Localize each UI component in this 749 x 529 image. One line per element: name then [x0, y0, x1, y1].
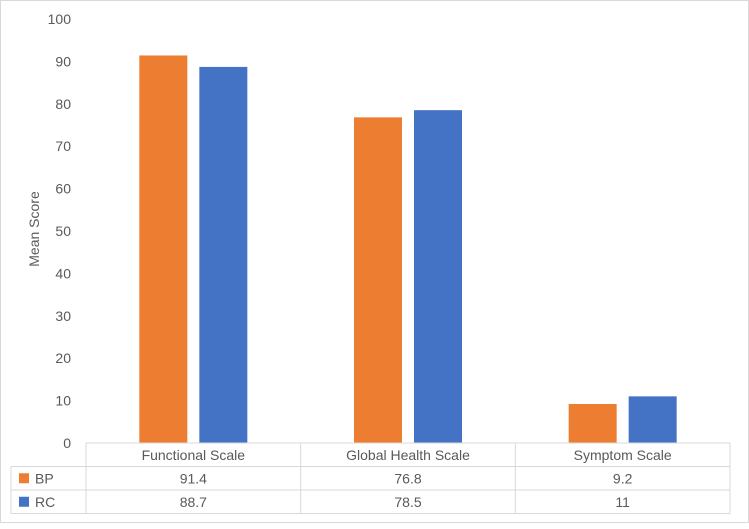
data-label: 9.2: [613, 470, 633, 486]
y-axis-label: Mean Score: [26, 191, 42, 267]
data-table: Functional Scale Global Health Scale Sympt…: [10, 442, 731, 514]
y-tick-label: 40: [55, 265, 71, 281]
y-tick-label: 50: [55, 223, 71, 239]
data-label: 78.5: [394, 494, 421, 510]
bar-bp: [568, 403, 617, 443]
category-label: Global Health Scale: [346, 447, 470, 463]
bar-bp: [139, 55, 188, 444]
legend-key-rc: [19, 496, 29, 507]
category-label: Symptom Scale: [574, 447, 672, 463]
y-tick-label: 10: [55, 393, 71, 409]
bar-rc: [199, 66, 248, 444]
y-tick-label: 60: [55, 181, 71, 197]
y-tick-label: 80: [55, 96, 71, 112]
y-tick-label: 100: [48, 11, 72, 27]
y-tick-label: 20: [55, 350, 71, 366]
legend-label: BP: [35, 470, 54, 486]
data-label: 76.8: [394, 470, 421, 486]
legend-key-bp: [19, 473, 29, 484]
y-tick-label: 0: [63, 435, 71, 451]
category-label: Functional Scale: [142, 447, 246, 463]
y-tick-label: 70: [55, 138, 71, 154]
y-axis: 0 10 20 30 40 50 60 70 80 90 100: [48, 11, 72, 451]
bar-rc: [414, 110, 462, 443]
bar-bp: [354, 117, 402, 444]
legend-label: RC: [35, 494, 55, 510]
data-label: 91.4: [180, 470, 207, 486]
y-tick-label: 90: [55, 53, 71, 69]
bars: [139, 55, 677, 444]
data-label: 88.7: [180, 494, 207, 510]
data-label: 11: [615, 494, 630, 510]
bar-rc: [628, 396, 677, 443]
y-tick-label: 30: [55, 308, 71, 324]
